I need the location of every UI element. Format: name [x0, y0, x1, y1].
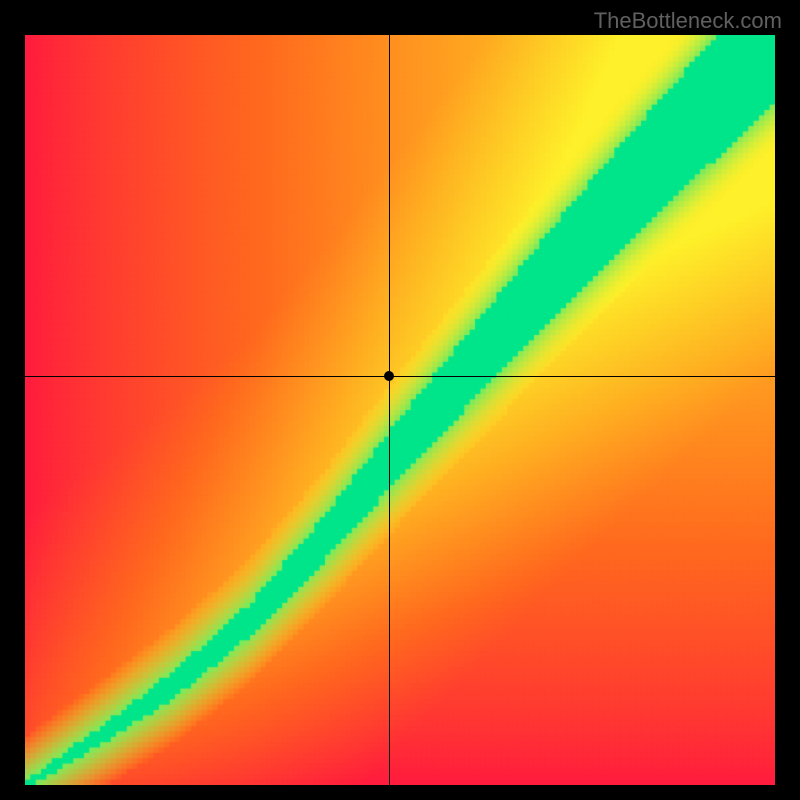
watermark-text: TheBottleneck.com: [594, 8, 782, 34]
heatmap-plot-area: [25, 35, 775, 785]
crosshair-vertical: [389, 35, 390, 785]
bottleneck-heatmap-canvas: [25, 35, 775, 785]
crosshair-marker-dot: [384, 371, 394, 381]
crosshair-horizontal: [25, 376, 775, 377]
